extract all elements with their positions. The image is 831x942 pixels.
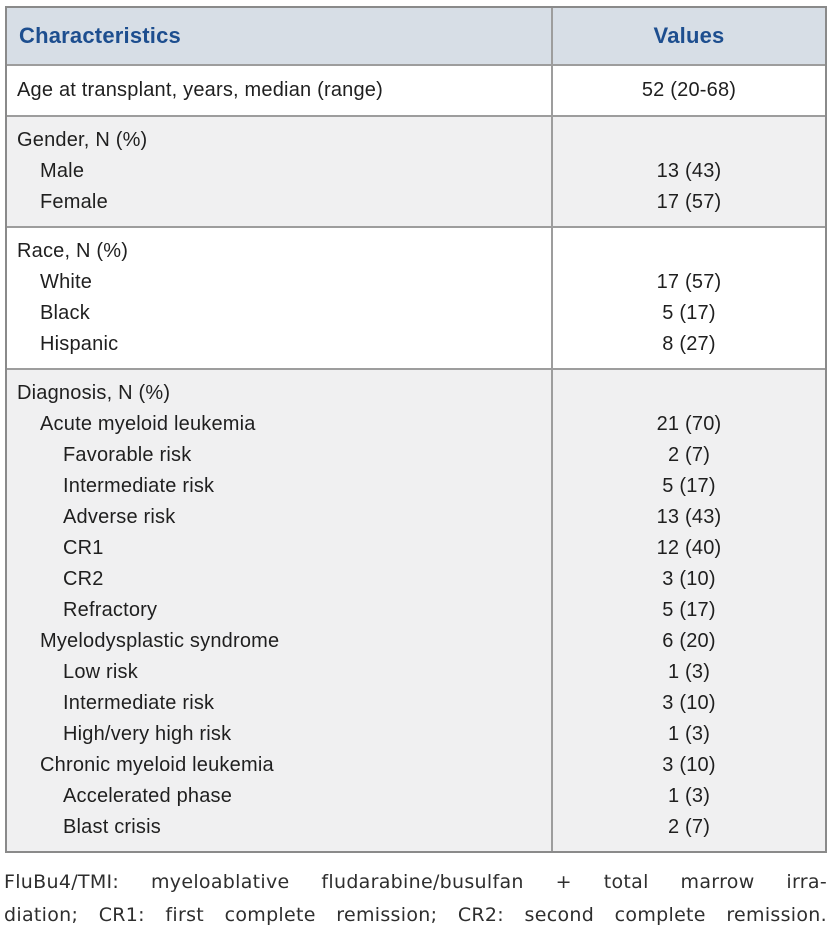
row-value: 17 (57) <box>656 271 722 293</box>
row-value: 2 (7) <box>667 444 711 466</box>
row-value: 3 (10) <box>662 692 716 714</box>
values-column: 52 (20-68) <box>551 66 825 115</box>
row-value: 1 (3) <box>667 785 711 807</box>
row-value: 21 (70) <box>656 413 722 435</box>
labels-column: Gender, N (%) Male Female <box>7 117 551 226</box>
row-label: White <box>40 271 93 293</box>
labels-column: Race, N (%) White Black Hispanic <box>7 228 551 368</box>
column-header-characteristics: Characteristics <box>19 23 181 48</box>
row-value: 2 (7) <box>667 816 711 838</box>
column-header-values: Values <box>551 8 825 64</box>
characteristics-table: Characteristics Values Age at transplant… <box>5 6 827 853</box>
row-label: Race, N (%) <box>17 240 129 262</box>
table-section: Gender, N (%) Male Female 13 (43) 17 (57) <box>7 115 825 226</box>
row-value: 6 (20) <box>662 630 716 652</box>
row-label: Accelerated phase <box>63 785 233 807</box>
row-label: Refractory <box>63 599 158 621</box>
row-label: Favorable risk <box>63 444 192 466</box>
labels-column: Age at transplant, years, median (range) <box>7 66 551 115</box>
values-column: 13 (43) 17 (57) <box>551 117 825 226</box>
row-label: Hispanic <box>40 333 119 355</box>
table-section: Race, N (%) White Black Hispanic 17 (57) 5 (1… <box>7 226 825 368</box>
row-value: 1 (3) <box>667 723 711 745</box>
row-label: Low risk <box>63 661 138 683</box>
row-label: Chronic myeloid leukemia <box>40 754 274 776</box>
row-value: 3 (10) <box>662 754 716 776</box>
row-value: 13 (43) <box>656 506 722 528</box>
table-section: Age at transplant, years, median (range)… <box>7 66 825 115</box>
labels-column: Diagnosis, N (%) Acute myeloid leukemia Fa… <box>7 370 551 851</box>
table-footnote: FluBu4/TMI: myeloablative fludarabine/bu… <box>4 866 827 932</box>
row-value <box>553 125 825 156</box>
row-value: 12 (40) <box>656 537 722 559</box>
row-label: Black <box>40 302 90 324</box>
row-value: 1 (3) <box>667 661 711 683</box>
row-label: Diagnosis, N (%) <box>17 382 171 404</box>
row-label: Adverse risk <box>63 506 176 528</box>
row-label: Intermediate risk <box>63 475 215 497</box>
row-value: 5 (17) <box>662 302 716 324</box>
row-label: Male <box>40 160 85 182</box>
table-body: Age at transplant, years, median (range)… <box>7 66 825 851</box>
row-value: 3 (10) <box>662 568 716 590</box>
row-label: Intermediate risk <box>63 692 215 714</box>
row-value <box>553 236 825 267</box>
table-section: Diagnosis, N (%) Acute myeloid leukemia Fa… <box>7 368 825 851</box>
row-label: Acute myeloid leukemia <box>40 413 256 435</box>
row-value: 13 (43) <box>656 160 722 182</box>
row-value: 8 (27) <box>662 333 716 355</box>
footnote-line-1: FluBu4/TMI: myeloablative fludarabine/bu… <box>4 871 827 893</box>
row-label: Blast crisis <box>63 816 161 838</box>
row-label: Age at transplant, years, median (range) <box>17 79 383 101</box>
row-label: CR2 <box>63 568 104 590</box>
row-label: High/very high risk <box>63 723 232 745</box>
row-label: Myelodysplastic syndrome <box>40 630 280 652</box>
row-label: Gender, N (%) <box>17 129 148 151</box>
row-value <box>553 378 825 409</box>
table-header-row: Characteristics Values <box>7 8 825 66</box>
values-column: 21 (70) 2 (7) 5 (17) 13 (43) 12 (40) 3 (10) 5 … <box>551 370 825 851</box>
row-label: CR1 <box>63 537 104 559</box>
row-value: 5 (17) <box>662 475 716 497</box>
values-column: 17 (57) 5 (17) 8 (27) <box>551 228 825 368</box>
row-value: 52 (20-68) <box>641 79 737 101</box>
row-label: Female <box>40 191 108 213</box>
row-value: 17 (57) <box>656 191 722 213</box>
row-value: 5 (17) <box>662 599 716 621</box>
footnote-line-2: diation; CR1: first complete remission; … <box>4 904 827 926</box>
